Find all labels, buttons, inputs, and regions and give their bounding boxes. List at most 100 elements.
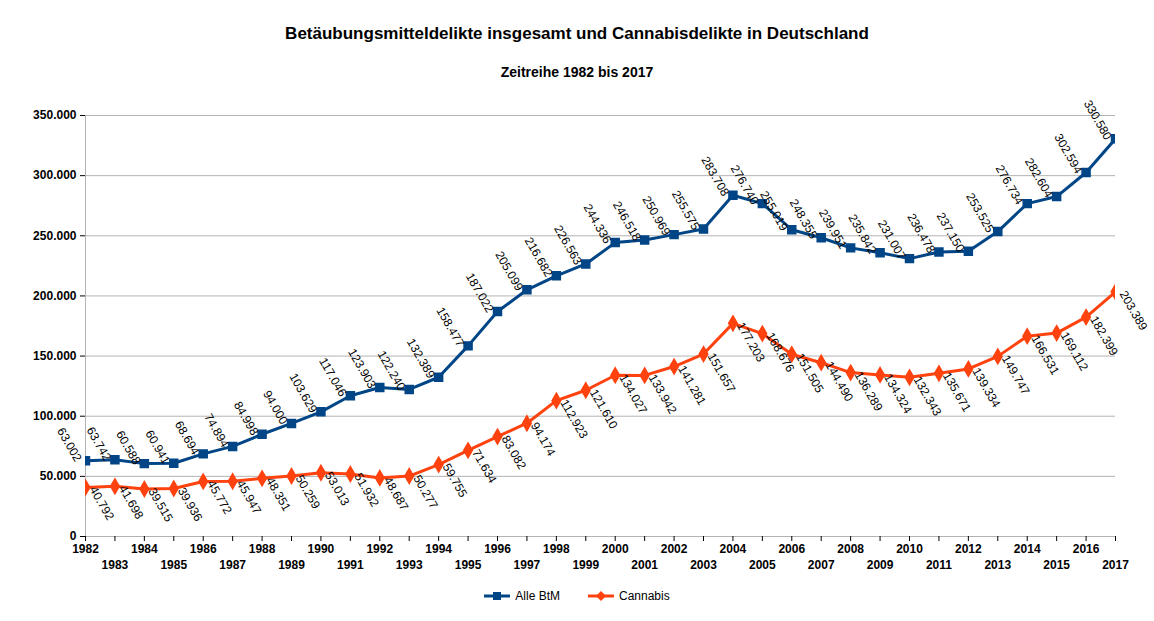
svg-text:1999: 1999 (572, 558, 599, 572)
svg-text:1984: 1984 (131, 542, 158, 556)
svg-text:2005: 2005 (749, 558, 776, 572)
svg-text:2002: 2002 (661, 542, 688, 556)
svg-text:2006: 2006 (778, 542, 805, 556)
svg-text:144.490: 144.490 (822, 359, 856, 404)
svg-text:2001: 2001 (631, 558, 658, 572)
svg-text:1995: 1995 (455, 558, 482, 572)
svg-text:169.112: 169.112 (1058, 330, 1092, 374)
svg-text:250.969: 250.969 (639, 193, 673, 238)
svg-text:121.610: 121.610 (587, 387, 621, 432)
svg-text:1997: 1997 (514, 558, 541, 572)
svg-text:166.531: 166.531 (1028, 333, 1062, 378)
svg-text:2000: 2000 (602, 542, 629, 556)
svg-text:151.657: 151.657 (705, 350, 739, 395)
svg-text:132.389: 132.389 (404, 336, 438, 381)
svg-text:123.903: 123.903 (345, 346, 379, 391)
svg-text:255.575: 255.575 (669, 188, 703, 233)
svg-text:231.007: 231.007 (875, 217, 909, 262)
svg-text:330.580: 330.580 (1081, 98, 1115, 143)
svg-text:2009: 2009 (867, 558, 894, 572)
svg-text:2015: 2015 (1043, 558, 1070, 572)
svg-text:150.000: 150.000 (33, 349, 77, 363)
svg-text:300.000: 300.000 (33, 168, 77, 182)
svg-text:187.022: 187.022 (463, 270, 497, 315)
svg-text:236.478: 236.478 (904, 211, 938, 256)
svg-text:2016: 2016 (1073, 542, 1100, 556)
svg-text:1993: 1993 (396, 558, 423, 572)
svg-text:48.351: 48.351 (263, 475, 294, 514)
svg-text:59.755: 59.755 (440, 461, 471, 500)
svg-text:302.594: 302.594 (1051, 131, 1085, 176)
svg-text:84.998: 84.998 (231, 399, 262, 438)
svg-text:60.588: 60.588 (113, 428, 144, 467)
svg-text:2004: 2004 (720, 542, 747, 556)
svg-text:2010: 2010 (896, 542, 923, 556)
svg-text:1992: 1992 (366, 542, 393, 556)
svg-text:45.772: 45.772 (204, 478, 235, 517)
svg-text:1987: 1987 (219, 558, 246, 572)
svg-text:2008: 2008 (837, 542, 864, 556)
svg-text:177.203: 177.203 (734, 320, 768, 365)
svg-text:51.932: 51.932 (351, 470, 382, 509)
svg-text:255.019: 255.019 (757, 189, 791, 234)
svg-text:53.013: 53.013 (322, 469, 353, 508)
svg-text:1986: 1986 (190, 542, 217, 556)
svg-text:1994: 1994 (425, 542, 452, 556)
svg-text:200.000: 200.000 (33, 289, 77, 303)
svg-text:68.694: 68.694 (172, 419, 203, 458)
svg-text:205.099: 205.099 (492, 249, 526, 294)
svg-text:1982: 1982 (72, 542, 99, 556)
svg-text:63.002: 63.002 (54, 425, 85, 464)
svg-text:244.336: 244.336 (581, 201, 615, 246)
svg-text:1998: 1998 (543, 542, 570, 556)
svg-text:1983: 1983 (102, 558, 129, 572)
svg-text:1991: 1991 (337, 558, 364, 572)
svg-text:117.046: 117.046 (316, 355, 350, 399)
svg-text:2012: 2012 (955, 542, 982, 556)
svg-text:63.742: 63.742 (84, 424, 115, 463)
svg-text:74.894: 74.894 (201, 411, 232, 450)
svg-text:250.000: 250.000 (33, 229, 77, 243)
svg-text:226.563: 226.563 (551, 223, 585, 268)
svg-text:168.676: 168.676 (763, 330, 797, 375)
svg-text:50.277: 50.277 (410, 472, 441, 511)
svg-text:151.505: 151.505 (793, 351, 827, 396)
svg-text:149.747: 149.747 (999, 353, 1033, 398)
svg-text:1989: 1989 (278, 558, 305, 572)
svg-text:2017: 2017 (1102, 558, 1129, 572)
svg-text:203.389: 203.389 (1117, 288, 1151, 333)
svg-text:94.174: 94.174 (528, 420, 559, 459)
svg-text:239.951: 239.951 (816, 207, 850, 252)
svg-text:50.000: 50.000 (40, 469, 77, 483)
svg-text:134.324: 134.324 (881, 371, 915, 416)
svg-text:248.355: 248.355 (787, 197, 821, 242)
svg-text:2007: 2007 (808, 558, 835, 572)
svg-text:39.936: 39.936 (175, 485, 206, 524)
svg-text:158.477: 158.477 (433, 305, 467, 350)
svg-text:2011: 2011 (926, 558, 952, 572)
svg-text:2003: 2003 (690, 558, 717, 572)
svg-text:48.687: 48.687 (381, 474, 412, 513)
svg-text:39.515: 39.515 (145, 485, 176, 524)
svg-text:132.343: 132.343 (911, 374, 945, 419)
svg-text:216.682: 216.682 (522, 235, 556, 280)
svg-text:283.708: 283.708 (698, 154, 732, 199)
svg-text:2014: 2014 (1014, 542, 1041, 556)
svg-text:139.334: 139.334 (969, 365, 1003, 410)
svg-text:246.518: 246.518 (610, 199, 644, 244)
svg-text:182.399: 182.399 (1087, 314, 1121, 359)
svg-text:60.941: 60.941 (143, 428, 174, 467)
svg-text:1996: 1996 (484, 542, 511, 556)
svg-text:135.671: 135.671 (940, 370, 974, 415)
svg-text:350.000: 350.000 (33, 108, 77, 122)
svg-text:1985: 1985 (160, 558, 187, 572)
svg-text:282.604: 282.604 (1022, 155, 1056, 200)
svg-text:2013: 2013 (984, 558, 1011, 572)
svg-text:50.259: 50.259 (293, 472, 324, 511)
svg-text:1988: 1988 (249, 542, 276, 556)
svg-text:94.000: 94.000 (260, 388, 291, 427)
svg-text:83.082: 83.082 (499, 433, 530, 472)
svg-text:40.792: 40.792 (87, 484, 118, 523)
svg-text:41.698: 41.698 (116, 483, 147, 522)
svg-text:112.923: 112.923 (557, 397, 591, 441)
